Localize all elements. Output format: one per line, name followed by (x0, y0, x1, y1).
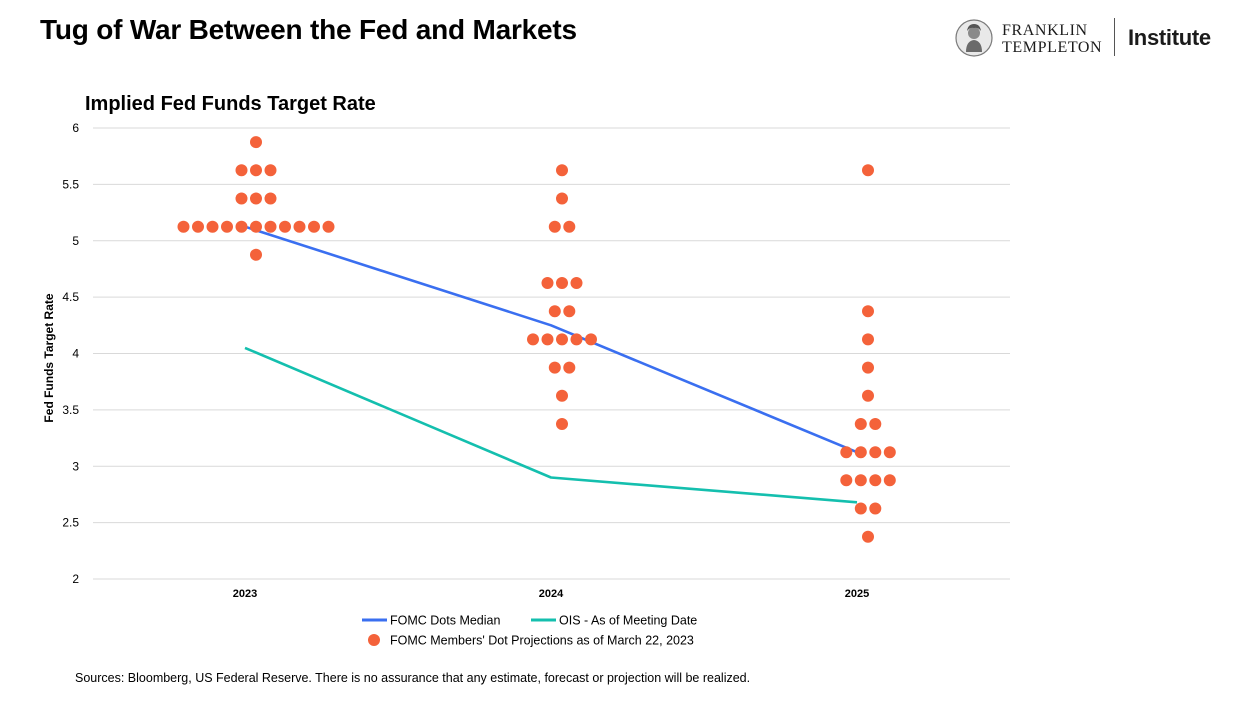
dot-projection-point (862, 361, 874, 374)
dot-projection-point (264, 220, 277, 233)
dot-projection-point (541, 333, 554, 346)
dot-projection-point (854, 474, 867, 487)
y-axis-label: Fed Funds Target Rate (42, 293, 56, 422)
dot-projection-point (279, 220, 291, 233)
dot-projection-point (541, 277, 554, 289)
logo-institute: Institute (1128, 25, 1211, 50)
franklin-templeton-institute-logo: FRANKLIN TEMPLETON Institute (952, 16, 1222, 60)
dot-projection-point (570, 333, 583, 346)
legend-label-fomc-median: FOMC Dots Median (390, 614, 500, 628)
dot-projection-point (250, 248, 262, 261)
dot-projection-point (854, 446, 867, 459)
dot-projection-point (192, 220, 204, 233)
dot-projection-point (556, 333, 568, 346)
dot-projection-point (869, 446, 882, 459)
legend-label-dots: FOMC Members' Dot Projections as of Marc… (390, 634, 694, 648)
dot-projection-point (862, 389, 874, 402)
portrait-medallion-icon (955, 19, 993, 57)
legend: FOMC Dots Median OIS - As of Meeting Date… (362, 614, 697, 648)
dot-projection-point (235, 164, 248, 177)
dot-projection-point (322, 220, 335, 233)
dot-projections (177, 136, 896, 543)
x-tick-label: 2024 (539, 588, 564, 600)
legend-swatch-dots (368, 634, 380, 646)
dot-projection-point (235, 192, 248, 205)
y-tick-label: 5.5 (62, 177, 79, 191)
dot-projection-point (250, 136, 262, 149)
dot-projection-point (585, 333, 597, 346)
dot-projection-point (527, 333, 539, 346)
grid-lines (93, 127, 1010, 580)
fomc-median-line (244, 225, 858, 454)
dot-projection-point (293, 220, 306, 233)
dot-projection-point (869, 474, 882, 487)
dot-projection-point (221, 220, 233, 233)
dot-projection-point (854, 502, 867, 515)
y-tick-label: 5 (72, 234, 79, 248)
y-tick-label: 4 (72, 347, 79, 361)
dot-projection-point (563, 361, 576, 374)
dot-projection-point (556, 164, 568, 177)
y-tick-labels: 2 2.5 3 3.5 4 4.5 5 5.5 6 (62, 121, 79, 586)
dot-projection-point (250, 164, 262, 177)
dot-projection-point (264, 192, 277, 205)
dot-projection-point (250, 192, 262, 205)
dot-projection-point (177, 220, 190, 233)
dot-projection-point (548, 305, 561, 318)
x-tick-label: 2025 (845, 588, 869, 600)
dot-projection-point (840, 446, 853, 459)
dot-projection-point (250, 220, 262, 233)
dot-projection-point (264, 164, 277, 177)
dot-projection-point (556, 277, 568, 289)
dot-projection-point (869, 502, 882, 515)
y-tick-label: 2.5 (62, 516, 79, 530)
dot-projection-point (862, 333, 874, 346)
dot-projection-point (563, 305, 576, 318)
page-title: Tug of War Between the Fed and Markets (40, 14, 577, 45)
dot-projection-point (206, 220, 219, 233)
dot-projection-point (548, 361, 561, 374)
series-lines (244, 225, 858, 504)
y-tick-label: 6 (72, 121, 79, 135)
ois-line (244, 346, 858, 504)
dot-projection-point (308, 220, 320, 233)
dot-projection-point (854, 418, 867, 430)
dot-projection-point (570, 277, 583, 289)
logo-divider (1114, 18, 1115, 56)
dot-projection-point (563, 220, 576, 233)
logo-wordmark: FRANKLIN TEMPLETON (1002, 22, 1102, 56)
x-tick-label: 2023 (233, 588, 257, 600)
y-tick-label: 4.5 (62, 290, 79, 304)
logo-line-templeton: TEMPLETON (1002, 39, 1103, 56)
legend-label-ois: OIS - As of Meeting Date (559, 614, 697, 628)
dot-projection-point (883, 474, 896, 487)
dot-projection-point (556, 418, 568, 430)
chart-title: Implied Fed Funds Target Rate (85, 93, 376, 115)
dot-projection-point (862, 530, 874, 543)
dot-projection-point (883, 446, 896, 459)
y-tick-label: 3 (72, 459, 79, 473)
y-tick-label: 3.5 (62, 403, 79, 417)
sources-footnote: Sources: Bloomberg, US Federal Reserve. … (75, 671, 751, 685)
x-tick-labels: 2023 2024 2025 (233, 588, 869, 600)
y-tick-label: 2 (72, 572, 79, 586)
logo-line-franklin: FRANKLIN (1002, 22, 1088, 39)
dot-projection-point (235, 220, 248, 233)
dot-projection-point (556, 192, 568, 205)
dot-projection-point (556, 389, 568, 402)
dot-projection-point (869, 418, 882, 430)
dot-projection-point (840, 474, 853, 487)
dot-projection-point (862, 305, 874, 318)
dot-projection-point (548, 220, 561, 233)
dot-projection-point (862, 164, 874, 177)
